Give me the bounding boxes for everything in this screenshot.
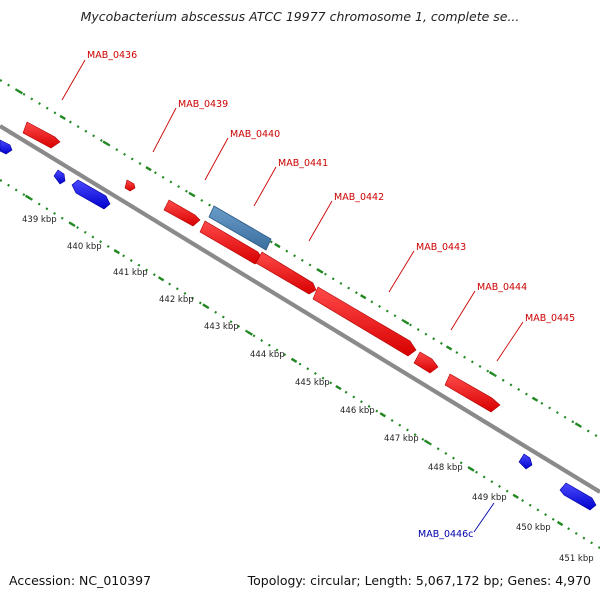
gene-arrow-reverse-4[interactable]	[518, 453, 533, 470]
gene-arrow-mab-0436[interactable]	[22, 121, 61, 149]
gene-label-mab-0446c[interactable]: MAB_0446c	[418, 529, 473, 540]
label-leader-lines	[61, 59, 524, 533]
gene-arrow-reverse-1[interactable]	[0, 139, 13, 155]
gene-arrow-mab-0440-selected[interactable]	[208, 205, 272, 251]
accession-text: Accession: NC_010397	[9, 573, 152, 588]
leader-mab-0440	[204, 137, 229, 181]
scale-label: 446 kbp	[340, 406, 375, 416]
scale-label: 451 kbp	[559, 554, 594, 564]
leader-mab-0446c	[473, 502, 495, 533]
forward-genes	[22, 121, 501, 413]
scale-label: 439 kbp	[22, 215, 57, 225]
leader-mab-0439	[152, 107, 177, 153]
scale-labels: 439 kbp 440 kbp 441 kbp 442 kbp 443 kbp …	[22, 215, 594, 564]
scale-label: 449 kbp	[472, 493, 507, 503]
gene-arrow-mab-0443[interactable]	[312, 286, 417, 357]
leader-mab-0443	[388, 250, 415, 293]
scale-label: 441 kbp	[113, 268, 148, 278]
leader-mab-0445	[496, 321, 524, 362]
gene-arrow-reverse-3[interactable]	[71, 179, 111, 210]
gene-label-mab-0436[interactable]: MAB_0436	[87, 50, 137, 61]
gene-label-mab-0445[interactable]: MAB_0445	[525, 313, 575, 324]
gene-label-mab-0444[interactable]: MAB_0444	[477, 282, 527, 293]
gene-arrow-small-forward[interactable]	[124, 179, 136, 192]
gene-arrow-mab-0446c[interactable]	[559, 482, 597, 511]
leader-mab-0442	[308, 200, 333, 242]
gene-arrow-mab-0444[interactable]	[413, 351, 439, 374]
scale-label: 445 kbp	[295, 378, 330, 388]
gene-label-mab-0442[interactable]: MAB_0442	[334, 192, 384, 203]
scale-label: 443 kbp	[204, 322, 239, 332]
inner-tick-ring-dots	[0, 179, 600, 549]
gene-label-mab-0441[interactable]: MAB_0441	[278, 158, 328, 169]
gene-arrow-reverse-2[interactable]	[53, 169, 66, 185]
scale-label: 447 kbp	[384, 434, 419, 444]
leader-mab-0444	[450, 290, 476, 331]
page-title: Mycobacterium abscessus ATCC 19977 chrom…	[80, 9, 520, 24]
reverse-genes	[0, 139, 597, 511]
gene-label-mab-0439[interactable]: MAB_0439	[178, 99, 228, 110]
scale-label: 450 kbp	[516, 523, 551, 533]
leader-mab-0441	[253, 166, 277, 207]
scale-label: 448 kbp	[428, 463, 463, 473]
scale-label: 440 kbp	[67, 242, 102, 252]
chromosome-backbone	[0, 124, 600, 494]
scale-label: 444 kbp	[250, 350, 285, 360]
gene-arrow-mab-0445[interactable]	[444, 373, 501, 413]
scale-label: 442 kbp	[159, 295, 194, 305]
leader-mab-0436	[61, 59, 86, 101]
gene-arrow-mab-0442[interactable]	[255, 251, 317, 295]
genome-stats-text: Topology: circular; Length: 5,067,172 bp…	[247, 573, 591, 588]
gene-label-mab-0443[interactable]: MAB_0443	[416, 242, 466, 253]
gene-arrow-mab-0439[interactable]	[163, 199, 201, 227]
gene-labels: MAB_0436 MAB_0439 MAB_0440 MAB_0441 MAB_…	[87, 50, 575, 540]
gene-label-mab-0440[interactable]: MAB_0440	[230, 129, 280, 140]
